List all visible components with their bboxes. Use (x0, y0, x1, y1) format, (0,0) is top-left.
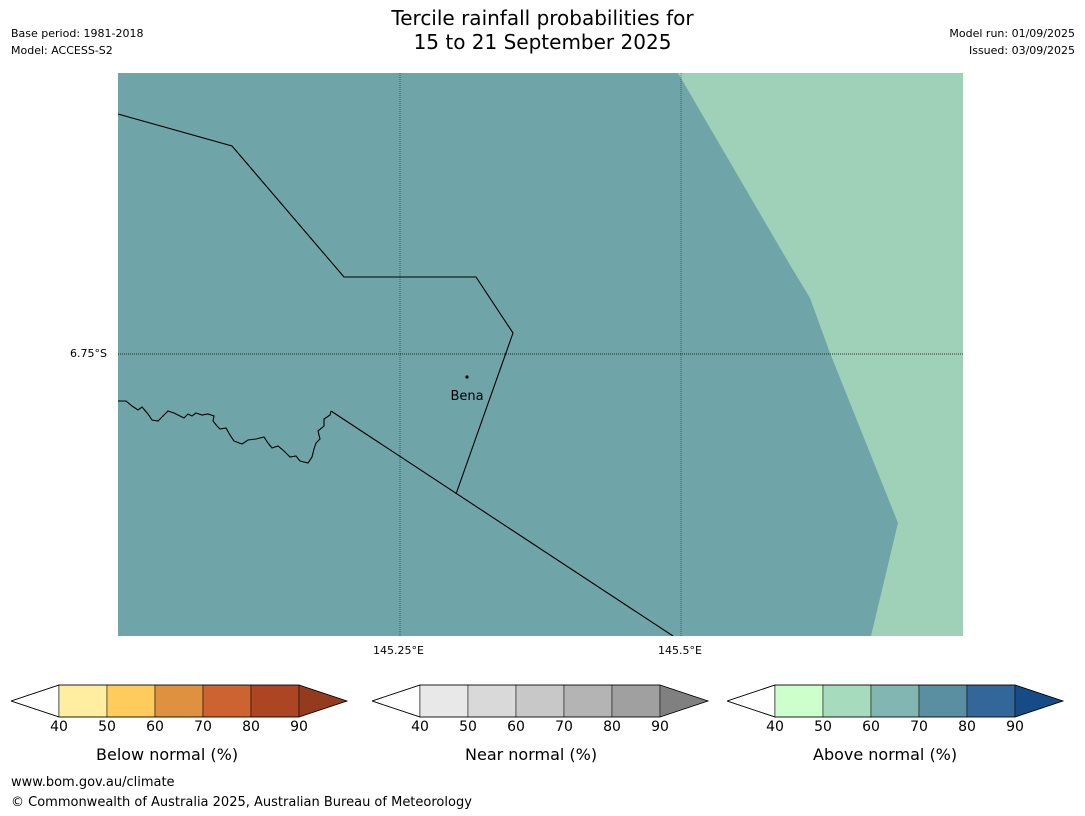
title-line-1: Tercile rainfall probabilities for (391, 6, 694, 30)
colorbar-below-swatch (202, 684, 252, 718)
footer-url: www.bom.gov.au/climate (11, 775, 175, 790)
colorbar-below-label: Below normal (%) (96, 745, 239, 764)
colorbar-below: 40 50 60 70 80 90 Below normal (%) (9, 684, 351, 764)
colorbar-near: 40 50 60 70 80 90 Near normal (%) (370, 684, 712, 764)
colorbar-near-tick: 90 (651, 719, 669, 735)
colorbar-near-tick: 40 (411, 719, 429, 735)
colorbar-below-tick: 40 (50, 719, 68, 735)
colorbar-above-tick: 60 (862, 719, 880, 735)
colorbar-above-high-arrow (1014, 684, 1064, 718)
bena-marker (465, 375, 469, 379)
colorbar-above-swatch (918, 684, 968, 718)
lon-label-2: 145.5°E (658, 644, 702, 657)
colorbar-near-swatch (515, 684, 565, 718)
colorbar-near-tick: 80 (603, 719, 621, 735)
colorbar-above-tick: 80 (958, 719, 976, 735)
colorbar-near-label: Near normal (%) (465, 745, 598, 764)
colorbar-above-swatch (822, 684, 872, 718)
footer-copyright: © Commonwealth of Australia 2025, Austra… (11, 795, 472, 810)
model-name: Model: ACCESS-S2 (11, 44, 113, 57)
higher-probability-region (678, 73, 963, 636)
lon-label-1: 145.25°E (373, 644, 424, 657)
colorbar-below-tick: 80 (242, 719, 260, 735)
colorbar-near-low-arrow (370, 684, 421, 718)
colorbar-above-tick: 90 (1006, 719, 1024, 735)
model-run: Model run: 01/09/2025 (949, 27, 1075, 40)
town-label-bena: Bena (450, 389, 483, 404)
river-boundary (118, 400, 332, 464)
colorbar-below-swatch (106, 684, 156, 718)
province-boundary-south (330, 410, 674, 636)
meta-left: Base period: 1981-2018 Model: ACCESS-S2 (11, 25, 143, 59)
province-boundary-north (118, 113, 514, 495)
colorbar-below-tick: 70 (194, 719, 212, 735)
colorbar-above-tick: 50 (814, 719, 832, 735)
map-title: Tercile rainfall probabilities for 15 to… (0, 6, 1085, 54)
colorbar-below-swatch (250, 684, 300, 718)
colorbar-above-swatch (870, 684, 920, 718)
colorbar-below-high-arrow (298, 684, 348, 718)
lat-label: 6.75°S (70, 347, 107, 360)
meta-right: Model run: 01/09/2025 Issued: 03/09/2025 (949, 25, 1075, 59)
colorbar-above-swatch (966, 684, 1016, 718)
colorbar-near-tick: 50 (459, 719, 477, 735)
colorbar-near-tick: 60 (507, 719, 525, 735)
title-line-2: 15 to 21 September 2025 (413, 30, 672, 54)
colorbar-near-high-arrow (659, 684, 709, 718)
colorbar-above-tick: 40 (766, 719, 784, 735)
colorbar-below-scale (9, 684, 349, 718)
colorbar-near-swatch (563, 684, 613, 718)
colorbar-below-swatch (58, 684, 108, 718)
base-period: Base period: 1981-2018 (11, 27, 144, 40)
rainfall-map: Bena (118, 73, 963, 636)
colorbar-below-tick: 50 (98, 719, 116, 735)
colorbar-above-low-arrow (725, 684, 776, 718)
colorbar-near-swatch (611, 684, 661, 718)
colorbar-above-swatch (774, 684, 824, 718)
issued-date: Issued: 03/09/2025 (968, 44, 1075, 57)
colorbar-below-tick: 90 (290, 719, 308, 735)
colorbar-near-swatch (467, 684, 517, 718)
colorbar-above-tick: 70 (910, 719, 928, 735)
colorbar-below-tick: 60 (146, 719, 164, 735)
colorbar-near-tick: 70 (555, 719, 573, 735)
colorbar-above-label: Above normal (%) (813, 745, 958, 764)
colorbar-below-swatch (154, 684, 204, 718)
colorbar-above: 40 50 60 70 80 90 Above normal (%) (725, 684, 1067, 764)
colorbar-above-scale (725, 684, 1065, 718)
colorbar-near-scale (370, 684, 710, 718)
colorbar-below-low-arrow (9, 684, 60, 718)
colorbar-near-swatch (419, 684, 469, 718)
